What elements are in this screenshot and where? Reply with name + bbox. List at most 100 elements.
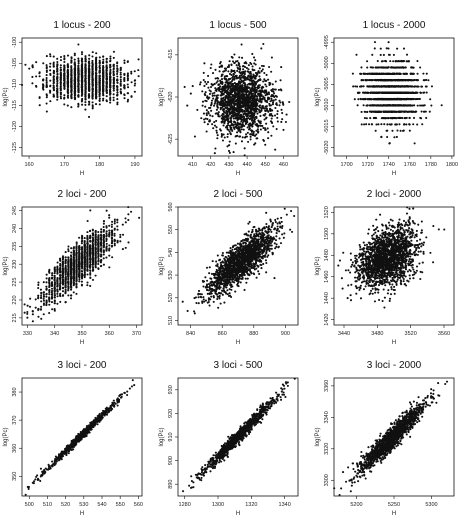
data-point: [213, 124, 217, 127]
data-point: [91, 91, 94, 94]
data-point: [80, 80, 83, 83]
data-point: [133, 70, 136, 73]
data-point: [235, 92, 239, 95]
x-tick-label: 160: [24, 162, 33, 168]
data-point: [98, 86, 101, 89]
data-point: [105, 100, 108, 103]
data-point: [393, 79, 396, 82]
y-tick-label: -615: [168, 49, 174, 60]
data-point: [63, 55, 66, 58]
data-point: [398, 78, 401, 82]
data-point: [198, 83, 202, 86]
data-point: [130, 70, 133, 73]
data-point: [367, 123, 371, 126]
data-point: [254, 123, 257, 126]
data-point: [362, 98, 365, 101]
data-point: [77, 88, 80, 92]
data-point: [239, 74, 242, 77]
data-point: [223, 121, 226, 124]
data-point: [401, 110, 404, 113]
data-point: [392, 66, 395, 69]
data-point: [360, 66, 363, 69]
data-point: [88, 69, 91, 72]
data-point: [356, 104, 359, 107]
data-point: [271, 103, 275, 106]
data-point: [87, 77, 90, 80]
data-point: [257, 120, 260, 123]
data-point: [70, 69, 73, 72]
data-point: [389, 104, 392, 107]
data-point: [98, 67, 101, 70]
data-point: [212, 97, 215, 100]
data-point: [59, 93, 62, 96]
data-point: [280, 89, 283, 92]
data-point: [260, 69, 263, 73]
data-point: [102, 83, 105, 86]
data-point: [73, 73, 76, 76]
data-point: [371, 91, 374, 94]
data-point: [245, 115, 248, 118]
data-point: [42, 85, 45, 88]
data-point: [365, 123, 368, 126]
data-point: [77, 80, 80, 83]
data-point: [230, 73, 233, 76]
data-point: [249, 103, 252, 107]
data-point: [236, 96, 239, 99]
data-point: [391, 116, 394, 119]
data-point: [272, 90, 275, 93]
data-point: [38, 75, 41, 78]
data-point: [200, 117, 203, 120]
data-point: [256, 137, 259, 140]
data-point: [363, 123, 366, 126]
data-point: [49, 53, 52, 56]
data-point: [217, 113, 220, 116]
data-point: [264, 83, 267, 86]
data-point: [233, 53, 236, 56]
data-point: [203, 62, 206, 65]
data-point: [253, 74, 257, 77]
data-point: [414, 78, 418, 82]
data-point: [49, 62, 52, 65]
x-tick-label: 180: [95, 162, 104, 168]
data-point: [383, 97, 386, 101]
data-point: [223, 111, 226, 114]
data-point: [395, 135, 398, 139]
data-point: [259, 120, 262, 123]
data-point: [271, 83, 274, 86]
data-point: [372, 85, 375, 88]
data-point: [255, 115, 258, 118]
y-tick-label: -625: [168, 134, 174, 145]
data-point: [248, 118, 251, 121]
data-point: [416, 123, 419, 126]
data-point: [250, 129, 253, 132]
data-point: [112, 86, 115, 90]
data-point: [388, 85, 391, 88]
data-point: [220, 114, 223, 117]
data-point: [265, 116, 268, 119]
data-point: [263, 71, 266, 75]
data-point: [45, 55, 48, 58]
data-point: [370, 79, 374, 82]
data-point: [112, 78, 115, 81]
data-point: [378, 91, 381, 94]
data-point: [368, 72, 371, 75]
data-point: [235, 126, 238, 130]
data-point: [257, 84, 261, 87]
data-point: [218, 89, 221, 92]
data-point: [379, 47, 382, 50]
data-point: [384, 79, 387, 82]
data-point: [243, 78, 247, 81]
data-point: [226, 135, 229, 138]
data-point: [362, 85, 365, 88]
data-point: [81, 76, 84, 80]
data-point: [405, 53, 409, 56]
data-point: [77, 62, 80, 65]
y-tick-label: -115: [12, 100, 18, 111]
data-point: [231, 60, 235, 63]
data-point: [109, 83, 112, 86]
data-point: [112, 96, 115, 99]
data-point: [253, 62, 256, 65]
data-point: [419, 91, 422, 94]
data-point: [260, 64, 264, 67]
